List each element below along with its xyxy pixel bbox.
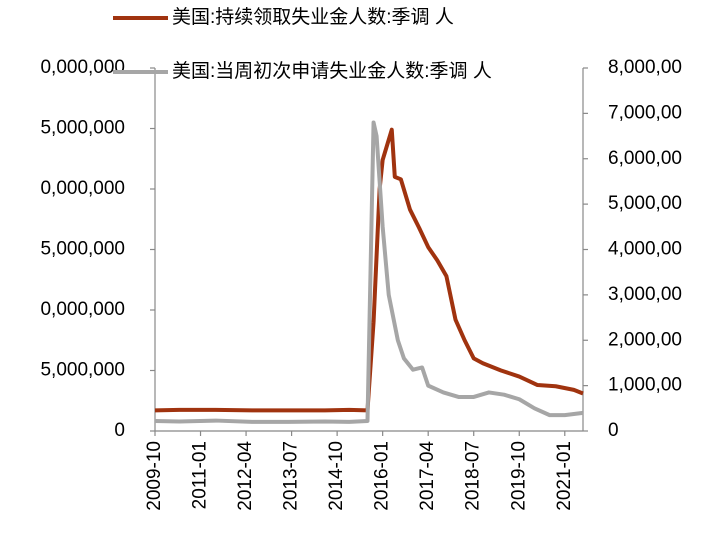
y-tick-label: 0,000,000: [40, 299, 125, 320]
y-tick-label: 0,000,000: [40, 178, 125, 199]
y2-tick-label: 5,000,00: [608, 193, 682, 214]
y2-tick-label: 0: [608, 420, 619, 441]
y-tick-label: 0: [114, 420, 125, 441]
y2-tick-label: 1,000,00: [608, 375, 682, 396]
y-tick-label: 5,000,000: [40, 118, 125, 139]
y2-tick-label: 2,000,00: [608, 329, 682, 350]
x-tick-label: 2011-01: [190, 441, 211, 509]
x-tick-label: 2021-01: [554, 441, 575, 511]
y-tick-label: 5,000,000: [40, 239, 125, 260]
x-tick-label: 2019-10: [508, 441, 529, 511]
y2-tick-label: 3,000,00: [608, 284, 682, 305]
x-tick-label: 2013-07: [281, 441, 302, 511]
legend-label: 美国:当周初次申请失业金人数:季调 人: [172, 60, 492, 82]
x-tick-label: 2012-04: [235, 441, 256, 511]
y-tick-label: 5,000,000: [40, 360, 125, 381]
y2-tick-label: 6,000,00: [608, 148, 682, 169]
y2-tick-label: 7,000,00: [608, 102, 682, 123]
x-tick-label: 2018-07: [463, 441, 484, 511]
x-tick-label: 2014-10: [326, 441, 347, 511]
x-tick-label: 2016-01: [372, 441, 393, 511]
y-tick-label: 0,000,000: [40, 57, 125, 78]
x-tick-label: 2009-10: [144, 441, 165, 511]
series-line: [154, 120, 584, 424]
y2-tick-label: 8,000,00: [608, 57, 682, 78]
legend-label: 美国:持续领取失业金人数:季调 人: [172, 6, 454, 28]
y2-tick-label: 4,000,00: [608, 239, 682, 260]
x-tick-label: 2017-04: [417, 441, 438, 511]
series-line: [154, 127, 584, 413]
